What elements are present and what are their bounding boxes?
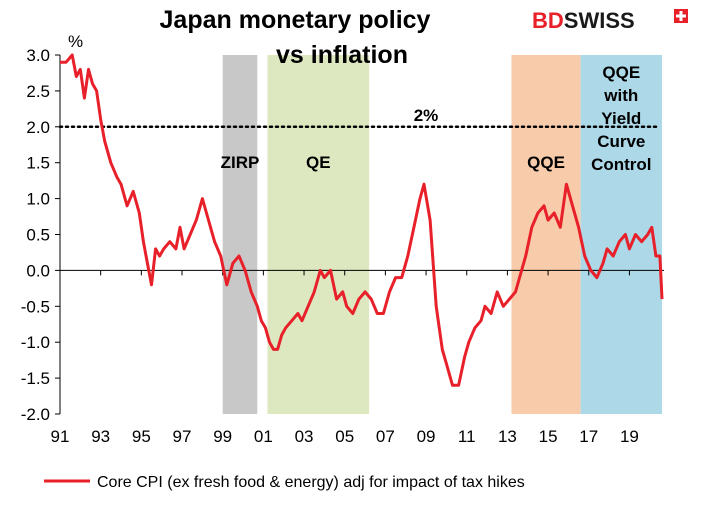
series-group: [60, 53, 664, 387]
brand-logo: BDSWISS: [532, 8, 688, 33]
regime-label-2-0: QQE: [527, 153, 565, 172]
y-axis: 3.0 2.5 2.0 1.5 1.0 0.5 0.0 -0.5 -1.0 -1.5 -2.0: [21, 46, 61, 424]
x-tick-label: 03: [295, 427, 314, 446]
regime-label-3-0: QQE: [602, 63, 640, 82]
y-tick-label: -0.5: [21, 297, 50, 316]
chart-title-line-1: Japan monetary policy: [160, 6, 431, 34]
regime-label-3-3: Curve: [597, 132, 645, 151]
x-tick-label: 05: [335, 427, 354, 446]
x-tick-label: 07: [376, 427, 395, 446]
regime-band-2: [511, 55, 581, 414]
series-line-0: [60, 53, 664, 387]
reference-line-group: 2%: [58, 106, 662, 129]
x-tick-label: 11: [458, 427, 476, 446]
swiss-flag-icon: [674, 9, 688, 23]
y-tick-label: -2.0: [21, 405, 50, 424]
reference-line-label: 2%: [414, 106, 439, 125]
y-tick-label: 1.5: [26, 154, 50, 173]
legend: Core CPI (ex fresh food & energy) adj fo…: [44, 474, 525, 491]
logo-bd: BDSWISS: [532, 8, 635, 33]
x-tick-label: 93: [91, 427, 110, 446]
chart-title-line-2: vs inflation: [276, 41, 408, 69]
regime-label-0-0: ZIRP: [221, 153, 260, 172]
x-tick-label: 01: [254, 427, 273, 446]
x-tick-label: 19: [620, 427, 639, 446]
regime-band-1: [267, 55, 370, 414]
y-tick-label: 0.5: [26, 226, 50, 245]
y-tick-label: 1.0: [26, 190, 50, 209]
regime-band-0: [222, 55, 258, 414]
y-tick-label: 2.0: [26, 118, 50, 137]
y-tick-label: 2.5: [26, 82, 50, 101]
x-tick-label: 17: [579, 427, 598, 446]
x-tick-label: 95: [132, 427, 151, 446]
regime-label-3-2: Yield: [601, 109, 641, 128]
x-tick-label: 99: [213, 427, 232, 446]
legend-label: Core CPI (ex fresh food & energy) adj fo…: [97, 474, 525, 491]
x-tick-label: 91: [51, 427, 70, 446]
regime-label-3-1: with: [603, 86, 638, 105]
y-tick-label: 3.0: [26, 46, 50, 65]
x-axis: 91 93 95 97 99 01 03 05 07 09 11 13 15 17 19: [51, 269, 664, 446]
y-tick-label: 0.0: [26, 261, 50, 280]
x-tick-label: 15: [539, 427, 558, 446]
unit-label: %: [68, 32, 83, 51]
x-tick-label: 13: [498, 427, 517, 446]
x-tick-label: 97: [173, 427, 192, 446]
regime-bands: ZIRP QE QQE QQE with Yield Curve Control: [221, 55, 662, 414]
regime-label-1-0: QE: [306, 153, 331, 172]
regime-label-3-4: Control: [591, 155, 651, 174]
y-tick-label: -1.0: [21, 333, 50, 352]
x-tick-label: 09: [417, 427, 436, 446]
y-tick-label: -1.5: [21, 369, 50, 388]
